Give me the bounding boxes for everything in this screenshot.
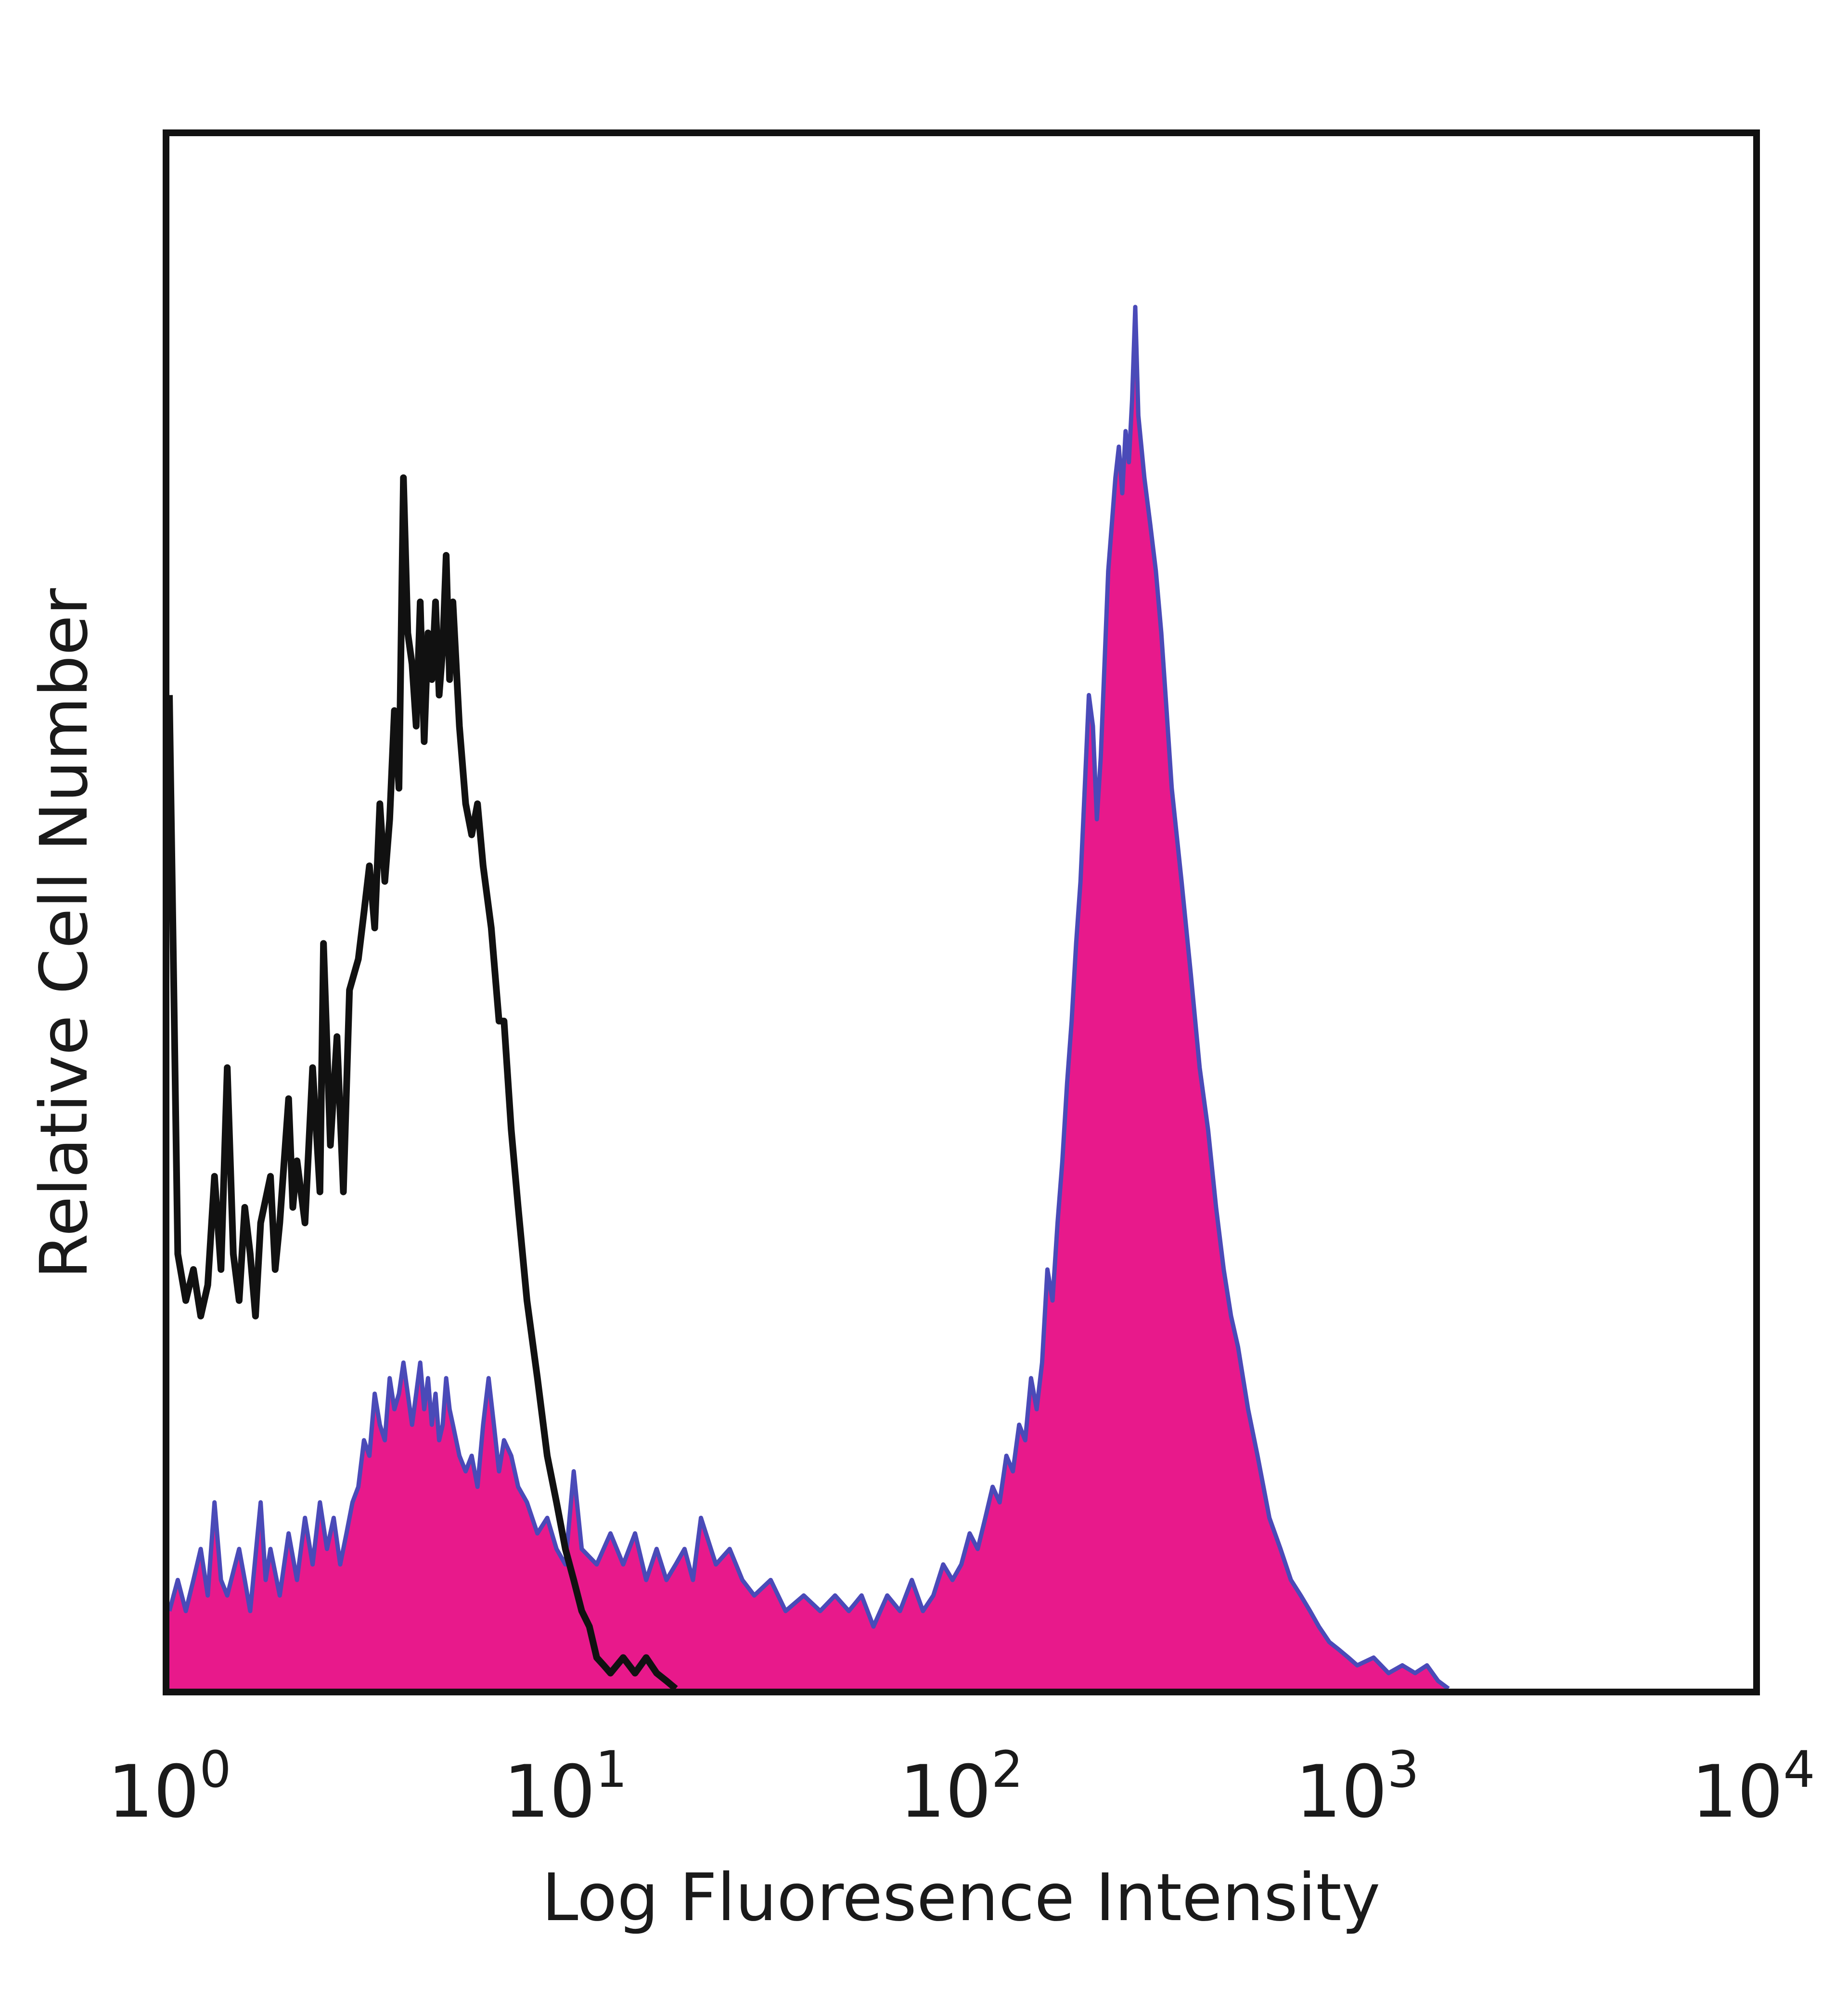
y-axis-label: Relative Cell Number bbox=[26, 588, 103, 1279]
control-histogram-line bbox=[166, 474, 678, 1692]
series-layer bbox=[166, 305, 1450, 1692]
x-tick-label-4: 104 bbox=[1691, 1740, 1815, 1834]
x-tick-label-2: 102 bbox=[899, 1740, 1023, 1834]
x-tick-label-0: 100 bbox=[107, 1740, 231, 1834]
x-axis-label: Log Fluoresence Intensity bbox=[542, 1860, 1381, 1936]
x-tick-label-3: 103 bbox=[1296, 1740, 1419, 1834]
stained-histogram-fill bbox=[169, 307, 1449, 1689]
x-tick-label-1: 101 bbox=[503, 1740, 627, 1834]
stained-histogram-edge bbox=[167, 305, 1450, 1691]
x-tick-labels: 100 101 102 103 104 bbox=[107, 1740, 1815, 1834]
plot-frame bbox=[163, 129, 1760, 1695]
